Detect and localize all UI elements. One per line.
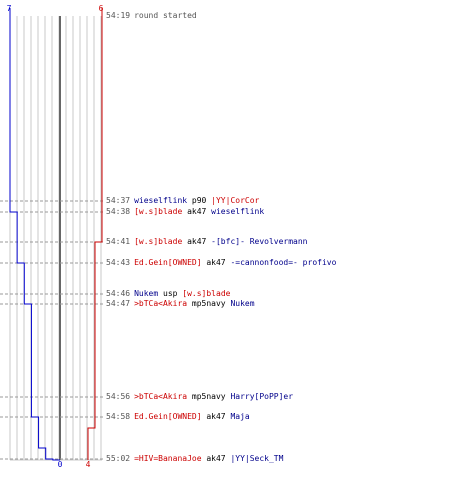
- chart-grid: [9, 16, 102, 461]
- victim-name[interactable]: Nukem: [230, 299, 255, 308]
- victim-name[interactable]: Maja: [230, 412, 250, 421]
- victim-name[interactable]: -=cannonfood=- profivo: [230, 258, 337, 267]
- event-time: 54:58: [106, 412, 131, 421]
- weapon-name: ak47: [201, 258, 231, 267]
- event-time: 54:38: [106, 207, 131, 216]
- killer-name[interactable]: >bTCa<Akira: [134, 392, 188, 401]
- red-team-line: [87, 8, 103, 460]
- event-time: 54:43: [106, 258, 131, 267]
- victim-name[interactable]: Harry[PoPP]er: [230, 392, 294, 401]
- killer-name[interactable]: Ed.Gein[OWNED]: [134, 258, 202, 267]
- weapon-name: usp: [158, 289, 183, 298]
- weapon-name: ak47: [201, 412, 231, 421]
- log-row-round-start: 54:19 round started: [106, 11, 197, 21]
- victim-name[interactable]: |YY|Seck_TM: [230, 454, 284, 463]
- log-row-kill: 54:38 [w.s]blade ak47 wieselflink: [106, 207, 264, 217]
- weapon-name: ak47: [201, 454, 231, 463]
- killer-name[interactable]: wieselflink: [134, 196, 188, 205]
- blue-start-count: 7: [7, 4, 12, 13]
- event-time: 54:46: [106, 289, 131, 298]
- log-row-kill: 54:37 wieselflink p90 |YY|CorCor: [106, 196, 259, 206]
- blue-team-line: [9, 8, 60, 461]
- weapon-name: ak47: [182, 207, 212, 216]
- killer-name[interactable]: Nukem: [134, 289, 159, 298]
- weapon-name: ak47: [182, 237, 212, 246]
- log-row-kill: 54:58 Ed.Gein[OWNED] ak47 Maja: [106, 412, 250, 422]
- event-time: 54:19: [106, 11, 131, 20]
- weapon-name: mp5navy: [187, 392, 231, 401]
- round-note: round started: [134, 11, 197, 20]
- weapon-name: mp5navy: [187, 299, 231, 308]
- weapon-name: p90: [187, 196, 212, 205]
- log-row-kill: 54:43 Ed.Gein[OWNED] ak47 -=cannonfood=- …: [106, 258, 336, 268]
- victim-name[interactable]: -[bfc]- Revolvermann: [211, 237, 308, 246]
- killer-name[interactable]: [w.s]blade: [134, 207, 183, 216]
- event-time: 54:41: [106, 237, 131, 246]
- log-row-kill: 55:02 =HIV=BananaJoe ak47 |YY|Seck_TM: [106, 454, 283, 464]
- victim-name[interactable]: [w.s]blade: [182, 289, 231, 298]
- log-row-kill: 54:46 Nukem usp [w.s]blade: [106, 289, 230, 299]
- log-row-kill: 54:56 >bTCa<Akira mp5navy Harry[PoPP]er: [106, 392, 293, 402]
- log-row-kill: 54:47 >bTCa<Akira mp5navy Nukem: [106, 299, 255, 309]
- blue-end-count: 0: [58, 460, 63, 469]
- killer-name[interactable]: =HIV=BananaJoe: [134, 454, 202, 463]
- killer-name[interactable]: [w.s]blade: [134, 237, 183, 246]
- log-row-kill: 54:41 [w.s]blade ak47 -[bfc]- Revolverman…: [106, 237, 308, 247]
- event-time: 54:47: [106, 299, 131, 308]
- event-time: 54:56: [106, 392, 131, 401]
- red-end-count: 4: [86, 460, 91, 469]
- victim-name[interactable]: |YY|CorCor: [211, 196, 260, 205]
- killer-name[interactable]: Ed.Gein[OWNED]: [134, 412, 202, 421]
- killer-name[interactable]: >bTCa<Akira: [134, 299, 188, 308]
- red-start-count: 6: [99, 4, 104, 13]
- event-time: 54:37: [106, 196, 131, 205]
- event-time: 55:02: [106, 454, 131, 463]
- victim-name[interactable]: wieselflink: [211, 207, 265, 216]
